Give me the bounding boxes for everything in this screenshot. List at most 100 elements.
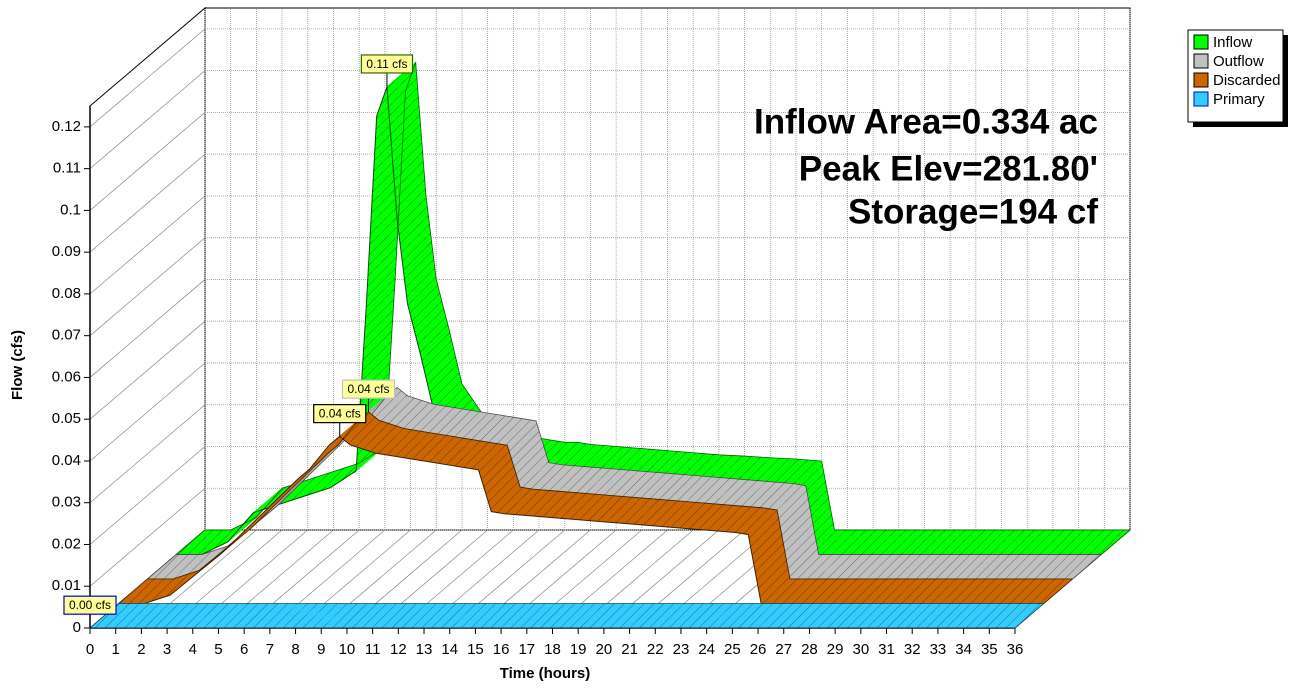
ribbon-hatch <box>449 603 492 628</box>
ribbon-hatch <box>391 399 434 429</box>
ribbon-hatch <box>386 62 426 221</box>
ribbon-hatch <box>548 442 591 469</box>
ribbon-hatch <box>606 497 662 525</box>
ribbon-hatch <box>398 603 453 628</box>
ribbon-end <box>175 529 206 555</box>
ribbon-hatch <box>860 603 941 628</box>
ribbon-hatch <box>552 603 607 628</box>
ribbon-hatch <box>992 579 1073 604</box>
x-tick-label: 18 <box>544 641 561 658</box>
ribbon-hatch <box>501 603 556 628</box>
x-tick-label: 5 <box>214 641 222 658</box>
legend-swatch <box>1193 72 1209 88</box>
x-tick-label: 13 <box>416 641 433 658</box>
ribbon-hatch <box>310 603 350 628</box>
ribbon-hatch <box>706 603 749 628</box>
ribbon-hatch <box>844 530 925 555</box>
peak-label-box <box>360 54 414 74</box>
ribbon-hatch <box>561 444 617 471</box>
annotation: Inflow Area=0.334 ac <box>754 102 1098 141</box>
grid-line <box>89 237 206 336</box>
y-tick-label: 0.09 <box>52 243 81 260</box>
ribbon-hatch <box>218 603 273 628</box>
x-tick-label: 8 <box>291 641 299 658</box>
ribbon-hatch <box>818 530 861 555</box>
ribbon-hatch <box>290 603 330 628</box>
ribbon-end <box>147 554 177 580</box>
ribbon-hatch <box>687 477 742 504</box>
ribbon-hatch <box>1021 554 1102 579</box>
ribbon-hatch <box>339 411 379 445</box>
ribbon-hatch <box>895 530 976 555</box>
annotation: Peak Elev=281.80' <box>799 149 1098 188</box>
ribbon-hatch <box>963 603 1044 628</box>
peak-label-box <box>313 404 367 424</box>
ribbon-hatch <box>719 603 762 628</box>
ribbon-hatch <box>578 603 633 628</box>
ribbon-hatch <box>475 603 530 628</box>
ribbon-hatch <box>690 454 745 481</box>
x-tick-label: 4 <box>189 641 197 658</box>
ribbons <box>89 61 1131 629</box>
ribbon-hatch <box>300 603 340 628</box>
ribbon-hatch <box>526 603 582 628</box>
x-tick-label: 0 <box>86 641 94 658</box>
ribbon-hatch <box>362 424 405 454</box>
legend: Inflow Outflow Discarded Primary <box>1187 29 1288 127</box>
x-tick-label: 23 <box>673 641 690 658</box>
ribbon-hatch <box>789 554 832 579</box>
ribbon-hatch <box>478 445 521 512</box>
ribbon-hatch <box>279 471 334 505</box>
ribbon-hatch <box>430 408 485 438</box>
ribbon-hatch <box>738 481 793 509</box>
ribbon-hatch <box>947 530 1028 555</box>
ribbon-end <box>118 578 148 604</box>
ribbon-hatch <box>427 437 482 466</box>
ribbon-hatch <box>866 554 948 579</box>
legend-label: Outflow <box>1213 53 1264 70</box>
x-tick-label: 11 <box>365 641 381 658</box>
ribbon-hatch <box>732 603 774 628</box>
ribbon-hatch <box>244 603 299 628</box>
info-box: Inflow Area=0.334 ac Peak Elev=281.80' S… <box>754 102 1098 231</box>
y-tick-label: 0.02 <box>52 535 81 552</box>
ribbon-hatch <box>404 404 459 433</box>
grid-line <box>89 279 206 378</box>
x-tick-label: 1 <box>112 641 120 658</box>
ribbon-back-edge <box>176 386 1102 555</box>
ribbon-hatch <box>777 485 819 579</box>
x-tick-label: 20 <box>596 641 613 658</box>
grid-line <box>89 404 206 503</box>
x-tick-label: 33 <box>930 641 947 658</box>
ribbon-hatch <box>304 463 360 497</box>
x-tick-label: 36 <box>1007 641 1024 658</box>
ribbon-back-edge <box>205 62 1130 531</box>
y-axis-label: Flow (cfs) <box>9 330 26 400</box>
x-tick-label: 32 <box>904 641 921 658</box>
ribbon-hatch <box>192 603 248 628</box>
ribbon-hatch <box>397 195 437 304</box>
labels: 0 1 2 3 4 5 6 7 8 9 10 11 12 13 14 15 16 17 18 19 20 21 22 23 24… <box>52 54 1024 658</box>
peak-label: 0.11 cfs <box>366 57 407 71</box>
x-tick-label: 31 <box>878 641 895 658</box>
ribbon-hatch <box>815 554 896 579</box>
legend-swatch <box>1193 34 1209 50</box>
ribbon-hatch <box>372 603 428 628</box>
peak-label: 0.00 cfs <box>69 598 111 612</box>
ribbon-hatch <box>680 603 736 628</box>
x-tick-label: 19 <box>570 641 587 658</box>
ribbon-hatch <box>998 530 1079 555</box>
ribbon-hatch <box>658 501 713 529</box>
peak-label-box <box>341 379 396 399</box>
grid-line <box>89 153 206 253</box>
ribbon-hatch <box>773 579 816 604</box>
ribbon-hatch <box>584 468 639 496</box>
legend-swatch <box>1193 91 1209 107</box>
x-tick-label: 17 <box>518 641 535 658</box>
ribbon-hatch <box>748 510 790 604</box>
y-tick-label: 0 <box>73 619 81 636</box>
x-tick-label: 9 <box>317 641 325 658</box>
grid-line <box>89 70 206 169</box>
ribbon-hatch <box>118 579 174 604</box>
legend-swatch <box>1193 53 1209 69</box>
